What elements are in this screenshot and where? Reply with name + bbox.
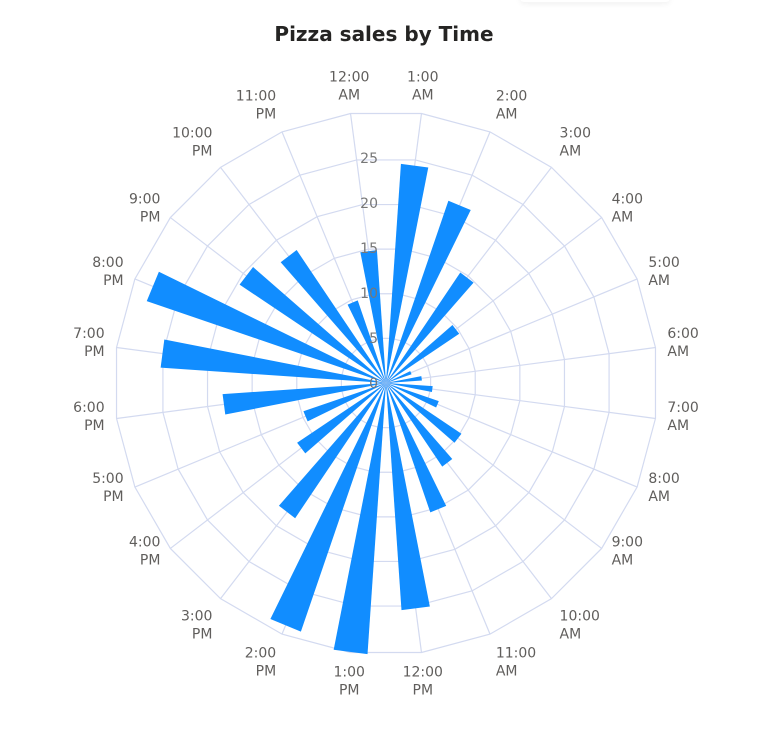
grid-spoke: [385, 346, 656, 384]
radial-axis-ticks: 0 5 10 15 20 25: [360, 151, 378, 392]
bar-2-00-am[interactable]: [386, 200, 471, 383]
bar-5-00-pm[interactable]: [303, 383, 386, 422]
bar-12-00-am[interactable]: [360, 250, 386, 383]
category-label: 3:00 PM: [181, 609, 212, 643]
bar-6-00-am[interactable]: [386, 376, 422, 383]
bar-10-00-am[interactable]: [386, 383, 453, 467]
category-label: 10:00 AM: [560, 609, 600, 643]
bar-series: [146, 163, 474, 655]
bar-1-00-am[interactable]: [386, 163, 429, 383]
category-label: 5:00 PM: [92, 471, 123, 505]
category-label: 8:00 AM: [648, 471, 679, 505]
radial-tick-label: 25: [360, 151, 378, 167]
grid-spoke: [385, 278, 638, 384]
bar-8-00-pm[interactable]: [146, 271, 386, 383]
bar-9-00-am[interactable]: [386, 383, 462, 443]
bar-4-00-am[interactable]: [386, 325, 460, 383]
radial-tick-label: 5: [369, 331, 378, 347]
top-shadow: [520, 0, 670, 2]
bar-4-00-pm[interactable]: [297, 383, 386, 454]
category-label: 1:00 AM: [407, 70, 438, 104]
bar-12-00-pm[interactable]: [386, 383, 430, 611]
bar-5-00-am[interactable]: [386, 371, 412, 383]
category-label: 1:00 PM: [333, 664, 364, 698]
bar-7-00-pm[interactable]: [160, 339, 386, 383]
category-label: 3:00 AM: [560, 125, 591, 159]
category-label: 8:00 PM: [92, 255, 123, 289]
bar-3-00-pm[interactable]: [278, 383, 386, 519]
category-label: 2:00 AM: [496, 89, 527, 123]
radial-tick-label: 15: [360, 241, 378, 257]
category-labels: 12:00 AM 1:00 AM 2:00 AM 3:00 AM 4:00 AM5:00 AM 6:0…: [73, 70, 699, 699]
bar-9-00-pm[interactable]: [239, 267, 386, 383]
bar-11-00-am[interactable]: [386, 383, 447, 513]
category-label: 7:00 PM: [73, 326, 104, 360]
chart-title: Pizza sales by Time: [274, 22, 494, 46]
bar-10-00-pm[interactable]: [280, 250, 386, 383]
category-label: 9:00 AM: [612, 535, 643, 569]
radial-tick-label: 0: [369, 376, 378, 392]
category-label: 6:00 PM: [73, 400, 104, 434]
bar-7-00-am[interactable]: [386, 383, 433, 393]
category-label: 9:00 PM: [129, 191, 160, 225]
category-label: 2:00 PM: [245, 645, 276, 679]
category-label: 7:00 AM: [667, 400, 698, 434]
bar-3-00-am[interactable]: [386, 272, 474, 383]
category-label: 12:00 PM: [403, 664, 443, 698]
category-label: 12:00 AM: [329, 70, 369, 104]
category-label: 11:00 AM: [496, 645, 536, 679]
category-label: 6:00 AM: [667, 326, 698, 360]
category-label: 11:00 PM: [236, 89, 276, 123]
radial-tick-label: 20: [360, 196, 378, 212]
bar-11-00-pm[interactable]: [347, 300, 386, 383]
bar-2-00-pm[interactable]: [270, 383, 386, 632]
bar-6-00-pm[interactable]: [222, 383, 386, 415]
bar-1-00-pm[interactable]: [333, 383, 386, 655]
radial-tick-label: 10: [360, 286, 378, 302]
bar-8-00-am[interactable]: [386, 383, 439, 408]
category-label: 4:00 PM: [129, 535, 160, 569]
category-label: 5:00 AM: [648, 255, 679, 289]
category-label: 4:00 AM: [612, 191, 643, 225]
category-label: 10:00 PM: [172, 125, 212, 159]
